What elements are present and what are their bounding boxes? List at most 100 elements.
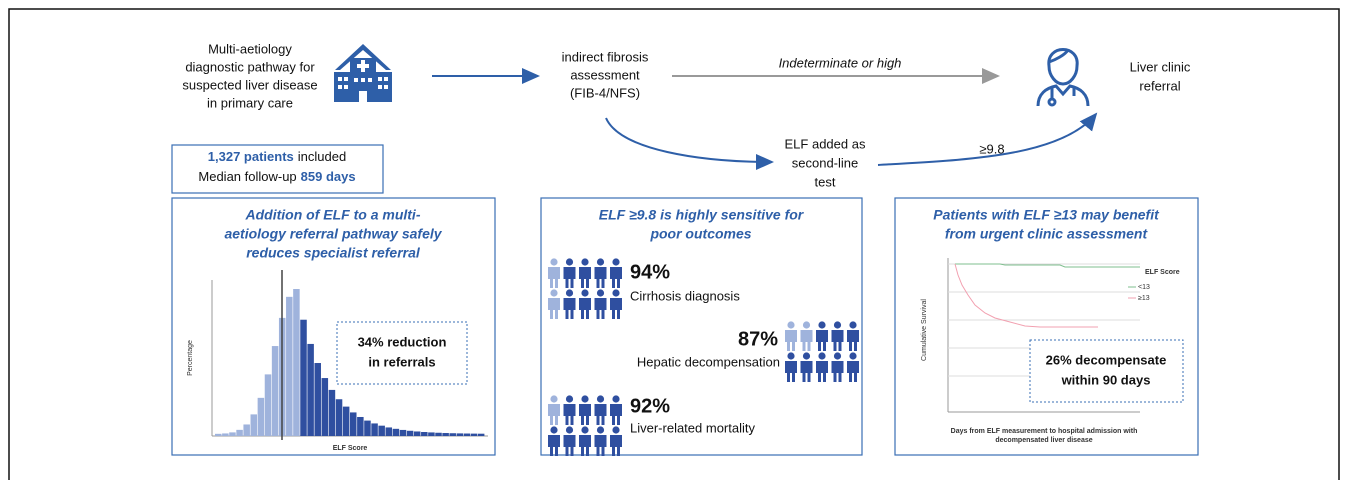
text-line: second-line [792,155,859,170]
head [581,289,589,297]
frame [8,8,1340,480]
arrow-label: Indeterminate or high [779,55,902,70]
survival-curve [955,263,1140,268]
person-icon [610,289,622,319]
histogram-bar [428,432,435,436]
body [610,435,622,456]
histogram-bar [293,289,300,436]
body [563,435,576,456]
body [816,361,828,382]
text-line: Addition of ELF to a multi- [245,207,421,223]
axis-label: Cumulative Survival [921,299,928,361]
histogram-bar [371,423,378,436]
histogram-bar [399,429,407,436]
histogram-bar [307,343,314,436]
person-icon [548,258,560,288]
callout: 34% reduction [358,334,447,349]
panel [894,197,1199,456]
axis-label: ELF Score [333,445,368,452]
histogram-bar [300,319,307,436]
doctor-icon [1036,48,1090,107]
head [787,321,795,329]
body [548,435,560,456]
person-icon [548,426,560,456]
head [596,289,605,297]
legend-item: ≥13 [1138,295,1150,302]
text-line: in primary care [207,95,293,110]
histogram-bar [243,424,250,436]
head [565,395,574,403]
person-icon [610,395,622,425]
histogram-bar [392,428,400,436]
histogram-bar [470,433,478,436]
text-line: Multi-aetiology [208,41,292,56]
text-line: reduces specialist referral [246,245,421,261]
person-icon [563,289,576,319]
histogram-bar [222,433,229,436]
person-icon [816,321,828,351]
head [818,352,826,360]
callout-box [1029,339,1184,403]
person-icon [800,352,813,382]
person-icon [816,352,828,382]
histogram-bar [250,414,258,436]
body [594,298,607,319]
summary-box [171,144,384,194]
body [785,330,797,351]
head [550,258,558,266]
histogram-bar [321,378,329,436]
axis-label: decompensated liver disease [995,437,1092,444]
head [581,395,589,403]
text-line: Liver clinic [1130,59,1191,74]
summary-line: Median follow-up 859 days [198,169,355,184]
body [548,404,560,425]
person-icon [563,426,576,456]
histogram-bar [435,432,442,436]
text-line: aetiology referral pathway safely [224,226,442,242]
histogram-bar [342,406,350,436]
percentage: 94% [630,261,670,283]
histogram-bar [286,296,293,436]
person-icon [831,321,844,351]
head [581,426,589,434]
histogram-bar [378,425,385,436]
legend-item: <13 [1138,284,1150,291]
person-icon [594,426,607,456]
person-icon [548,395,560,425]
body [563,267,576,288]
highlight: 859 days [301,169,356,184]
head [612,395,620,403]
arrow-label: ≥9.8 [979,141,1004,156]
text-line: ELF added as [785,136,866,151]
body [594,435,607,456]
head [612,426,620,434]
histogram-bar [328,389,336,436]
histogram-bar [421,432,428,436]
head [565,289,574,297]
callout-box [336,321,468,385]
head [550,395,558,403]
callout: in referrals [368,354,435,369]
body [610,404,622,425]
histogram-bar [364,420,371,436]
highlight: 1,327 patients [208,149,294,164]
person-icon [785,352,797,382]
percentage: 92% [630,395,670,417]
body [847,330,859,351]
body [548,298,560,319]
axis-label: Days from ELF measurement to hospital ad… [951,428,1138,435]
text-line: referral [1139,78,1180,93]
hospital-icon [334,44,392,102]
person-icon [548,289,560,319]
head [550,426,558,434]
histogram-bar [335,399,343,436]
histogram-bar [350,412,357,436]
head [833,352,842,360]
head [596,426,605,434]
text-line: diagnostic pathway for [185,59,315,74]
head [849,321,857,329]
histogram-bar [406,430,414,436]
histogram-bar [442,433,449,436]
body [548,267,560,288]
head [581,258,589,266]
